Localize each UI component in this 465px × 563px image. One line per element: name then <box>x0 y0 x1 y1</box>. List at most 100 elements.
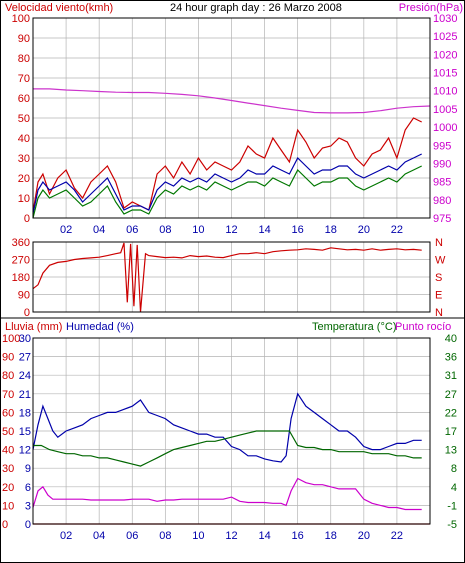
humidity-label: Humedad (%) <box>66 321 134 333</box>
panel1-right-tick-label: 1025 <box>433 31 457 43</box>
panel2-left-tick-label: 0 <box>24 307 30 319</box>
panel3-rain-tick-label: 10 <box>2 500 14 512</box>
panel3-x-tick-label: 08 <box>159 530 171 542</box>
panel3-humidity-tick-label: 9 <box>25 463 31 475</box>
panel1-left-tick-label: 80 <box>18 53 30 65</box>
panel2-left-ticks: 0 90 180 270 360 <box>12 237 30 319</box>
panel1-left-tick-label: 20 <box>18 173 30 185</box>
panel1-right-tick-label: 1030 <box>433 13 457 25</box>
panel3-humidity-tick-label: 24 <box>19 370 31 382</box>
panel3-humidity-tick-label: 15 <box>19 426 31 438</box>
panel3-rain-tick-label: 60 <box>2 407 14 419</box>
panel1-left-tick-label: 90 <box>18 33 30 45</box>
panel1-series-line-wind <box>32 117 422 213</box>
panel3-humidity-tick-label: 0 <box>25 519 31 531</box>
panel1-x-ticks: 02 04 06 08 10 12 14 16 18 20 22 <box>60 224 403 236</box>
panel1-right-tick-label: 995 <box>433 140 451 152</box>
panel1-left-tick-label: 10 <box>18 193 30 205</box>
panel3-humidity-tick-label: 12 <box>19 445 31 457</box>
dewpoint-label: Punto rocío <box>395 321 451 333</box>
panel3-rain-tick-label: 50 <box>2 426 14 438</box>
panel3-temperature-tick-label: 13 <box>445 445 457 457</box>
panel1-right-tick-label: 990 <box>433 158 451 170</box>
panel1-x-tick-label: 12 <box>225 224 237 236</box>
panel1-x-tick-label: 04 <box>93 224 105 236</box>
panel3-x-tick-label: 14 <box>258 530 270 542</box>
panel1-right-tick-label: 980 <box>433 195 451 207</box>
panel1-right-tick-label: 985 <box>433 177 451 189</box>
panel3-x-tick-label: 22 <box>391 530 403 542</box>
panel3-x-tick-label: 18 <box>325 530 337 542</box>
panel3-rain-tick-label: 80 <box>2 370 14 382</box>
panel1-left-tick-label: 50 <box>18 113 30 125</box>
panel3-humidity-tick-label: 21 <box>19 389 31 401</box>
panel2-left-tick-label: 90 <box>18 290 30 302</box>
panel1-lines <box>32 88 431 219</box>
panel2-compass-label: N <box>435 237 443 249</box>
panel3-temperature-tick-label: -5 <box>447 519 457 531</box>
panel3-rain-tick-label: 20 <box>2 482 14 494</box>
panel3-humidity-tick-label: 27 <box>19 352 31 364</box>
panel1-right-tick-label: 1005 <box>433 104 457 116</box>
panel2-lines <box>32 242 422 313</box>
wind-speed-label: Velocidad viento(kmh) <box>5 2 113 14</box>
panel3-humidity-tick-label: 30 <box>19 333 31 345</box>
panel3-x-tick-label: 12 <box>225 530 237 542</box>
wind-pressure-panel: Velocidad viento(kmh) 24 hour graph day … <box>5 2 463 236</box>
panel3-temperature-ticks: -5 -1 4 8 13 17 22 27 31 36 40 <box>445 333 457 531</box>
panel1-left-tick-label: 30 <box>18 153 30 165</box>
panel1-x-tick-label: 10 <box>192 224 204 236</box>
temperature-label: Temperatura (°C) <box>312 321 396 333</box>
panel3-rain-ticks: 0 10 20 30 40 50 60 70 80 90 100 <box>2 333 20 531</box>
wind-direction-line <box>32 242 422 313</box>
graph-title: 24 hour graph day : 26 Marzo 2008 <box>170 2 342 14</box>
panel1-x-tick-label: 08 <box>159 224 171 236</box>
panel3-temperature-tick-label: 27 <box>445 389 457 401</box>
panel1-x-tick-label: 20 <box>358 224 370 236</box>
panel3-humidity-ticks: 0 3 6 9 12 15 18 21 24 27 30 <box>19 333 31 531</box>
panel1-left-tick-label: 100 <box>12 13 30 25</box>
panel1-frame <box>32 17 431 219</box>
panel3-x-tick-label: 20 <box>358 530 370 542</box>
panel3-rain-tick-label: 0 <box>2 519 8 531</box>
panel2-frame <box>32 241 431 313</box>
panel2-left-tick-label: 270 <box>12 255 30 267</box>
panel3-x-tick-label: 06 <box>126 530 138 542</box>
panel1-left-tick-label: 0 <box>24 213 30 225</box>
panel3-x-tick-label: 04 <box>93 530 105 542</box>
panel3-humidity-tick-label: 18 <box>19 407 31 419</box>
panel1-right-tick-label: 1020 <box>433 49 457 61</box>
panel3-temperature-tick-label: 17 <box>445 426 457 438</box>
panel3-temperature-tick-label: 36 <box>445 352 457 364</box>
panel3-rain-tick-label: 70 <box>2 389 14 401</box>
panel3-series-line-dewpoint <box>32 477 422 511</box>
panel3-frame <box>32 337 431 525</box>
panel3-x-ticks: 02 04 06 08 10 12 14 16 18 20 22 <box>60 530 403 542</box>
panel1-x-tick-label: 06 <box>126 224 138 236</box>
panel1-x-tick-label: 22 <box>391 224 403 236</box>
panel3-x-tick-label: 02 <box>60 530 72 542</box>
panel3-rain-tick-label: 100 <box>2 333 20 345</box>
rain-label: Lluvia (mm) <box>5 321 62 333</box>
panel1-series-line-pressure <box>33 88 431 114</box>
panel1-left-tick-label: 70 <box>18 73 30 85</box>
panel3-humidity-tick-label: 6 <box>25 482 31 494</box>
panel1-x-tick-label: 16 <box>292 224 304 236</box>
panel2-compass-label: S <box>435 272 442 284</box>
panel3-x-tick-label: 10 <box>192 530 204 542</box>
panel3-series-line-humidity <box>32 392 422 463</box>
panel3-x-tick-label: 16 <box>292 530 304 542</box>
panel3-rain-tick-label: 40 <box>2 445 14 457</box>
panel3-temperature-tick-label: 22 <box>445 407 457 419</box>
panel2-compass-label: N <box>435 307 443 319</box>
panel3-temperature-tick-label: 4 <box>451 482 457 494</box>
panel2-compass-label: W <box>435 255 446 267</box>
panel3-series-line-temperature <box>33 430 422 467</box>
panel1-left-tick-label: 60 <box>18 93 30 105</box>
panel3-temperature-tick-label: 40 <box>445 333 457 345</box>
panel2-left-tick-label: 360 <box>12 237 30 249</box>
